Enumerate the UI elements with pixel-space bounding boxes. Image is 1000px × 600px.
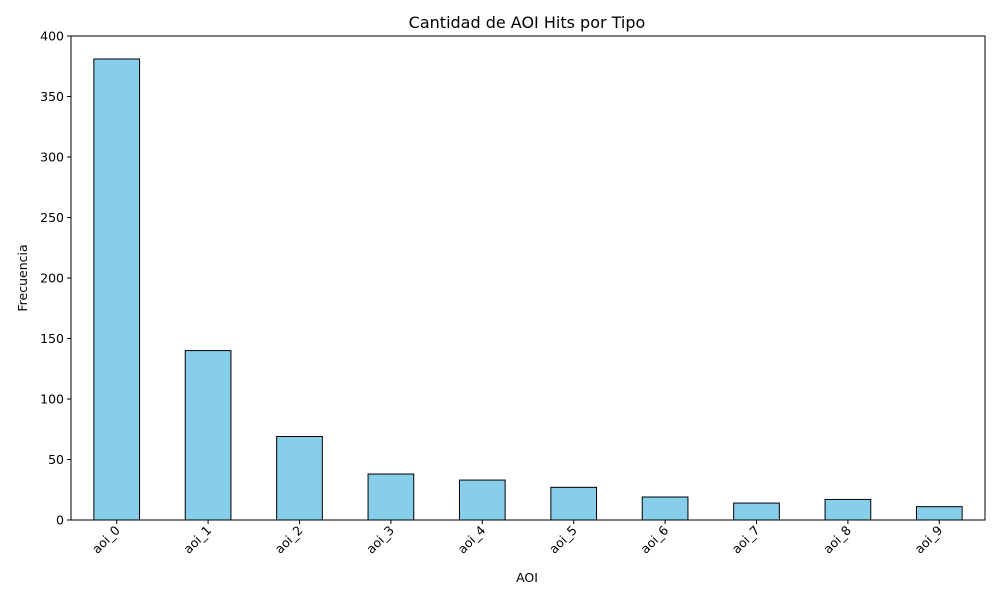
x-tick-label-aoi_4: aoi_4 <box>454 522 488 556</box>
bar-aoi_9 <box>915 506 963 521</box>
y-tick-label: 350 <box>40 89 64 104</box>
x-tick-label-aoi_6: aoi_6 <box>637 522 671 556</box>
x-tick-label-aoi_2: aoi_2 <box>272 523 306 557</box>
y-tick-label: 300 <box>40 150 64 165</box>
x-axis-label: AOI <box>516 570 538 585</box>
x-tick-label-aoi_9: aoi_9 <box>911 522 945 556</box>
y-axis-ticks: 0 50 100 150 200 250 300 350 400 <box>40 29 71 528</box>
x-axis-ticks: aoi_0 aoi_1 aoi_2 aoi_3 aoi_4 aoi_5 aoi_6 aoi_7… <box>89 520 945 557</box>
x-tick-label-aoi_0: aoi_0 <box>89 522 123 556</box>
x-tick-label-aoi_3: aoi_3 <box>363 523 397 557</box>
x-tick-label-aoi_7: aoi_7 <box>729 523 763 557</box>
bar-aoi_2 <box>276 436 323 521</box>
bar-aoi_3 <box>367 473 415 521</box>
chart-title: Cantidad de AOI Hits por Tipo <box>409 13 646 32</box>
y-tick-label: 200 <box>40 271 64 286</box>
y-tick-label: 150 <box>40 331 64 346</box>
y-tick-label: 50 <box>48 452 64 467</box>
bar-aoi_6 <box>641 496 689 521</box>
bar-aoi_0 <box>93 58 141 521</box>
bar-aoi_4 <box>458 479 506 521</box>
y-axis-label: Frecuencia <box>15 244 30 311</box>
bars-group <box>93 58 963 521</box>
bar-aoi_7 <box>733 502 780 521</box>
plot-frame <box>70 35 986 521</box>
y-tick-label: 250 <box>40 210 64 225</box>
y-tick-label: 400 <box>40 29 64 44</box>
y-tick-label: 100 <box>40 392 64 407</box>
bar-aoi_8 <box>824 498 872 521</box>
bar-aoi_5 <box>550 486 598 521</box>
x-tick-label-aoi_1: aoi_1 <box>180 523 214 557</box>
bar-aoi_1 <box>184 350 232 521</box>
x-tick-label-aoi_8: aoi_8 <box>820 522 854 556</box>
y-tick-label: 0 <box>56 513 64 528</box>
x-tick-label-aoi_5: aoi_5 <box>546 523 580 557</box>
